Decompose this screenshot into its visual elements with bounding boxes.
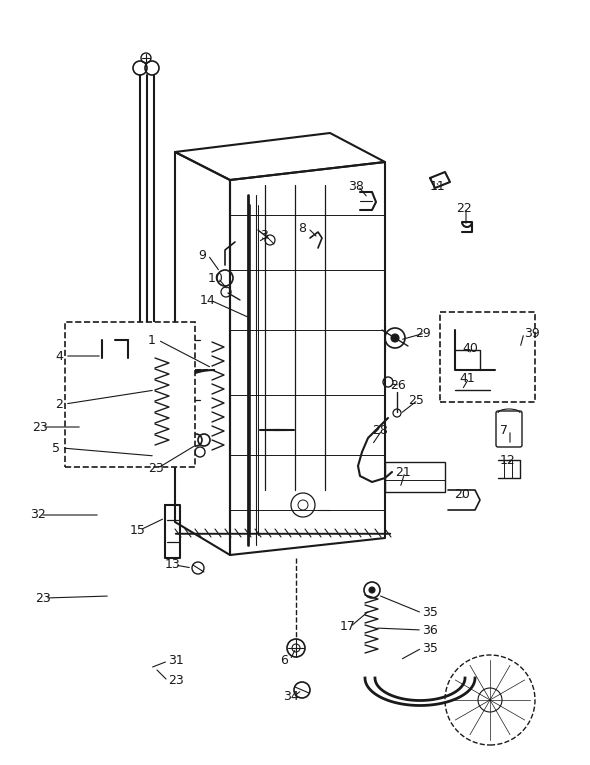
Text: 23: 23 [32,421,48,434]
Text: 7: 7 [500,424,508,437]
Text: 38: 38 [348,180,364,193]
Text: 22: 22 [456,201,472,214]
Text: 4: 4 [55,350,63,363]
Text: 36: 36 [422,623,438,636]
Text: 41: 41 [459,372,475,385]
Circle shape [159,343,165,347]
Text: 14: 14 [200,294,216,307]
Text: 1: 1 [148,334,156,347]
Text: 12: 12 [500,454,516,467]
Text: 11: 11 [430,180,446,193]
Text: 10: 10 [208,272,224,285]
Text: 2: 2 [55,398,63,411]
Bar [385,462,445,492]
Text: 35: 35 [422,607,438,620]
Text: 32: 32 [30,509,46,522]
Circle shape [369,587,375,593]
Text: 17: 17 [340,620,356,633]
FancyBboxPatch shape [440,312,535,402]
Text: 13: 13 [165,558,181,571]
Text: 28: 28 [372,424,388,437]
Text: 9: 9 [198,249,206,262]
Text: 31: 31 [168,655,183,668]
Text: 21: 21 [395,465,411,478]
Text: 23: 23 [35,591,51,604]
Text: 23: 23 [148,461,164,474]
Text: 3: 3 [260,229,268,242]
Text: 8: 8 [298,222,306,235]
Text: 5: 5 [52,441,60,454]
Text: 25: 25 [408,393,424,406]
Text: 15: 15 [130,523,146,536]
Text: 39: 39 [524,327,540,340]
Text: 35: 35 [422,642,438,655]
Text: 20: 20 [454,487,470,500]
Text: 23: 23 [168,675,183,688]
Text: 29: 29 [415,327,431,340]
Text: 40: 40 [462,341,478,354]
Text: 26: 26 [390,379,406,392]
Circle shape [391,334,399,342]
Circle shape [159,452,165,458]
Text: 6: 6 [280,653,288,666]
Text: 34: 34 [283,691,299,704]
FancyBboxPatch shape [65,322,195,467]
